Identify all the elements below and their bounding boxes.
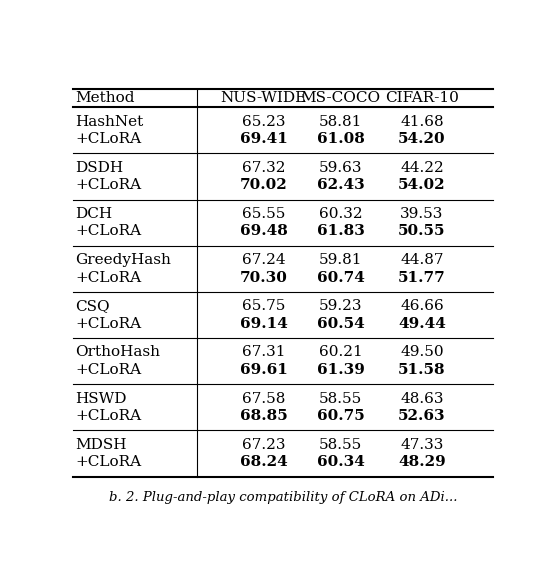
- Text: 67.23: 67.23: [242, 438, 285, 452]
- Text: 69.14: 69.14: [240, 317, 288, 331]
- Text: +CLoRA: +CLoRA: [76, 224, 141, 238]
- Text: 60.34: 60.34: [317, 455, 364, 469]
- Text: 51.77: 51.77: [398, 271, 446, 284]
- Text: 61.08: 61.08: [317, 132, 364, 146]
- Text: 60.74: 60.74: [317, 271, 364, 284]
- Text: 60.32: 60.32: [319, 207, 363, 221]
- Text: 69.61: 69.61: [240, 363, 288, 377]
- Text: HashNet: HashNet: [76, 114, 144, 128]
- Text: 65.75: 65.75: [242, 299, 285, 313]
- Text: +CLoRA: +CLoRA: [76, 271, 141, 284]
- Text: 51.58: 51.58: [398, 363, 446, 377]
- Text: 54.20: 54.20: [398, 132, 446, 146]
- Text: 62.43: 62.43: [317, 178, 364, 192]
- Text: 52.63: 52.63: [398, 409, 446, 423]
- Text: 59.81: 59.81: [319, 253, 363, 267]
- Text: 67.24: 67.24: [242, 253, 285, 267]
- Text: 60.54: 60.54: [317, 317, 364, 331]
- Text: +CLoRA: +CLoRA: [76, 409, 141, 423]
- Text: OrthoHash: OrthoHash: [76, 346, 161, 360]
- Text: 60.21: 60.21: [319, 346, 363, 360]
- Text: 59.23: 59.23: [319, 299, 363, 313]
- Text: 69.41: 69.41: [240, 132, 288, 146]
- Text: +CLoRA: +CLoRA: [76, 317, 141, 331]
- Text: 65.55: 65.55: [242, 207, 285, 221]
- Text: +CLoRA: +CLoRA: [76, 363, 141, 377]
- Text: +CLoRA: +CLoRA: [76, 455, 141, 469]
- Text: 48.63: 48.63: [400, 391, 444, 406]
- Text: HSWD: HSWD: [76, 391, 127, 406]
- Text: 67.32: 67.32: [242, 161, 285, 175]
- Text: 58.55: 58.55: [319, 438, 362, 452]
- Text: 67.58: 67.58: [242, 391, 285, 406]
- Text: CIFAR-10: CIFAR-10: [385, 91, 459, 105]
- Text: GreedyHash: GreedyHash: [76, 253, 171, 267]
- Text: 41.68: 41.68: [400, 114, 444, 128]
- Text: 61.39: 61.39: [317, 363, 364, 377]
- Text: 70.02: 70.02: [240, 178, 288, 192]
- Text: 68.85: 68.85: [240, 409, 288, 423]
- Text: 49.44: 49.44: [398, 317, 446, 331]
- Text: 46.66: 46.66: [400, 299, 444, 313]
- Text: Method: Method: [76, 91, 135, 105]
- Text: 61.83: 61.83: [317, 224, 364, 238]
- Text: NUS-WIDE: NUS-WIDE: [221, 91, 307, 105]
- Text: 67.31: 67.31: [242, 346, 285, 360]
- Text: 44.87: 44.87: [400, 253, 444, 267]
- Text: 48.29: 48.29: [398, 455, 446, 469]
- Text: CSQ: CSQ: [76, 299, 110, 313]
- Text: DCH: DCH: [76, 207, 113, 221]
- Text: 70.30: 70.30: [240, 271, 288, 284]
- Text: 59.63: 59.63: [319, 161, 363, 175]
- Text: DSDH: DSDH: [76, 161, 124, 175]
- Text: 65.23: 65.23: [242, 114, 285, 128]
- Text: 50.55: 50.55: [398, 224, 445, 238]
- Text: 68.24: 68.24: [240, 455, 288, 469]
- Text: 69.48: 69.48: [240, 224, 288, 238]
- Text: 58.81: 58.81: [319, 114, 362, 128]
- Text: 49.50: 49.50: [400, 346, 444, 360]
- Text: +CLoRA: +CLoRA: [76, 132, 141, 146]
- Text: 47.33: 47.33: [400, 438, 444, 452]
- Text: 58.55: 58.55: [319, 391, 362, 406]
- Text: 44.22: 44.22: [400, 161, 444, 175]
- Text: 60.75: 60.75: [317, 409, 364, 423]
- Text: +CLoRA: +CLoRA: [76, 178, 141, 192]
- Text: MS-COCO: MS-COCO: [301, 91, 381, 105]
- Text: 54.02: 54.02: [398, 178, 446, 192]
- Text: b. 2. Plug-and-play compatibility of CLoRA on ADi...: b. 2. Plug-and-play compatibility of CLo…: [109, 491, 457, 504]
- Text: MDSH: MDSH: [76, 438, 127, 452]
- Text: 39.53: 39.53: [400, 207, 444, 221]
